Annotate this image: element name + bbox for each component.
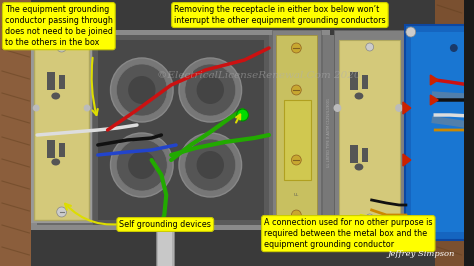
Bar — [362, 75, 368, 89]
Text: Removing the receptacle in either box below won’t
interrupt the other equipment : Removing the receptacle in either box be… — [174, 5, 386, 25]
Bar — [0, 0, 31, 266]
Bar — [47, 72, 55, 90]
Circle shape — [334, 104, 341, 112]
Bar — [37, 35, 324, 225]
Circle shape — [83, 105, 91, 111]
Bar — [283, 100, 311, 180]
Polygon shape — [430, 75, 438, 85]
Bar — [31, 30, 329, 230]
Circle shape — [197, 76, 224, 104]
Bar — [435, 0, 464, 266]
Polygon shape — [403, 102, 411, 114]
Ellipse shape — [355, 93, 364, 99]
Circle shape — [197, 151, 224, 179]
Text: ©ElectricalLicenseRenewal.Com 2020: ©ElectricalLicenseRenewal.Com 2020 — [157, 70, 361, 80]
Ellipse shape — [51, 159, 60, 165]
Circle shape — [57, 42, 66, 52]
Bar — [59, 75, 64, 89]
Circle shape — [117, 139, 167, 191]
Bar — [362, 148, 368, 162]
Circle shape — [179, 58, 242, 122]
Bar — [31, 38, 92, 223]
Circle shape — [406, 225, 416, 235]
Circle shape — [33, 105, 40, 111]
Circle shape — [179, 133, 242, 197]
Bar — [59, 143, 64, 157]
Circle shape — [185, 139, 236, 191]
Bar — [98, 40, 264, 220]
Circle shape — [237, 109, 248, 121]
Circle shape — [292, 155, 301, 165]
Bar — [47, 140, 55, 158]
Circle shape — [185, 64, 236, 116]
Circle shape — [110, 133, 173, 197]
Ellipse shape — [51, 93, 60, 99]
Circle shape — [128, 76, 155, 104]
Bar — [411, 32, 474, 232]
Polygon shape — [403, 154, 411, 166]
Text: The equipment grounding
conductor passing through
does not need to be joined
to : The equipment grounding conductor passin… — [5, 5, 113, 47]
Circle shape — [292, 85, 301, 95]
Circle shape — [366, 43, 374, 51]
Bar — [34, 42, 89, 220]
Bar — [272, 30, 321, 235]
Bar — [93, 35, 269, 225]
Circle shape — [366, 214, 374, 222]
Bar — [156, 220, 174, 266]
Circle shape — [57, 207, 66, 217]
Text: Self grounding devices: Self grounding devices — [119, 220, 211, 229]
Polygon shape — [430, 95, 438, 105]
Ellipse shape — [355, 164, 364, 171]
Bar — [335, 30, 405, 235]
Circle shape — [110, 58, 173, 122]
Text: Jeffrey Simpson: Jeffrey Simpson — [387, 250, 455, 258]
Circle shape — [117, 64, 167, 116]
Circle shape — [292, 210, 301, 220]
Bar — [350, 72, 358, 90]
Circle shape — [406, 27, 416, 37]
Circle shape — [450, 44, 458, 52]
Text: A connection used for no other purpose is
required between the metal box and the: A connection used for no other purpose i… — [264, 218, 433, 249]
Bar — [276, 35, 317, 230]
Bar — [350, 145, 358, 163]
Circle shape — [395, 104, 403, 112]
Bar — [339, 40, 400, 225]
Bar — [158, 222, 172, 266]
Text: UL: UL — [294, 193, 299, 197]
Text: UL LISTED TYPE X ASTM C1292/L19001: UL LISTED TYPE X ASTM C1292/L19001 — [327, 97, 331, 167]
Bar — [323, 35, 335, 230]
Bar — [405, 25, 474, 240]
Circle shape — [292, 43, 301, 53]
Circle shape — [128, 151, 155, 179]
